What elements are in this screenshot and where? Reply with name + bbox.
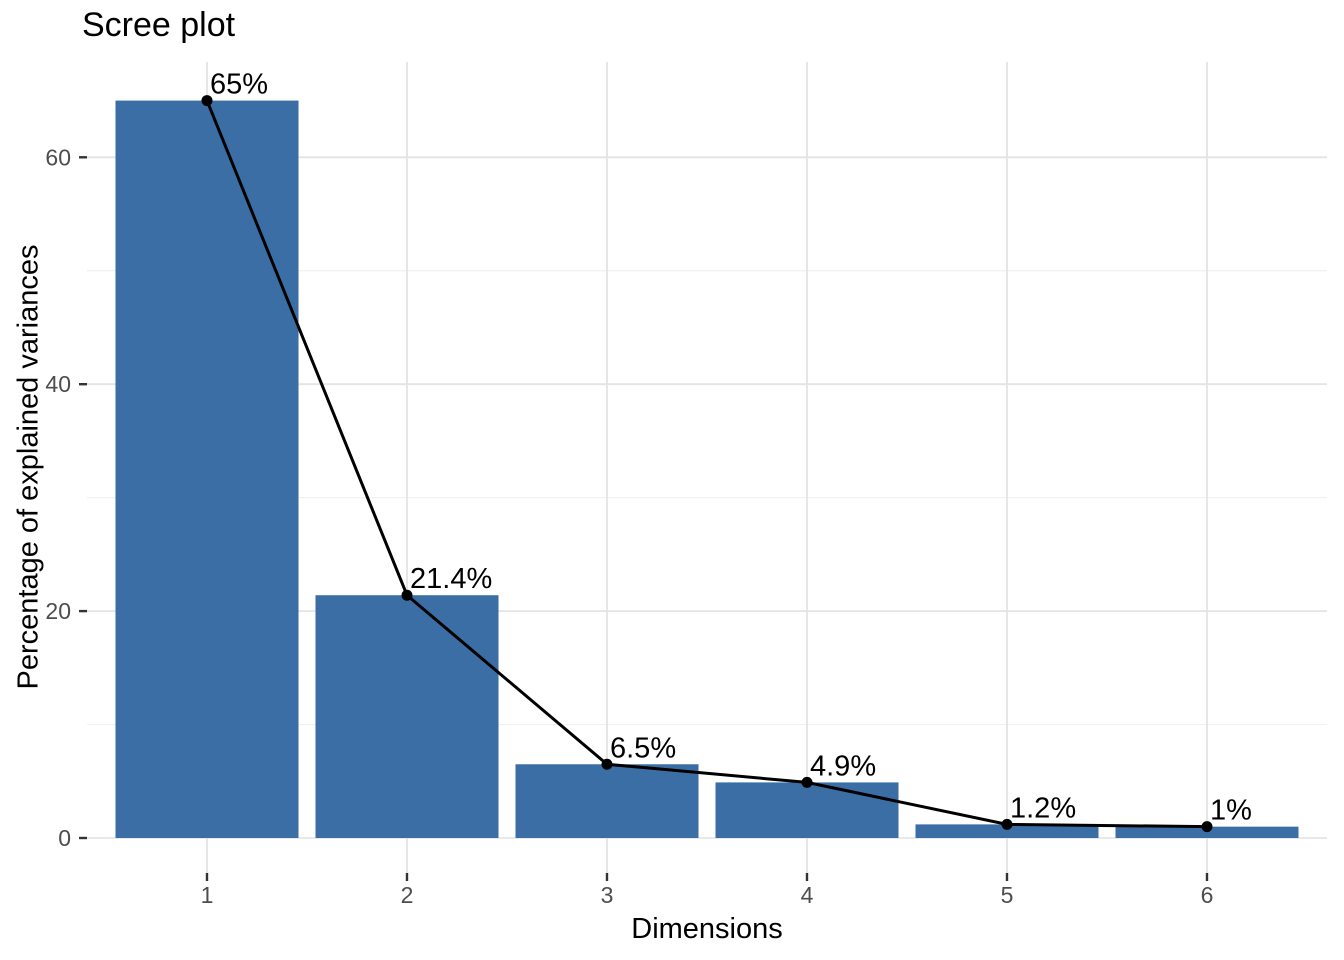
y-tick-label: 20 xyxy=(45,598,71,624)
data-label: 1.2% xyxy=(1010,792,1076,824)
plot-title: Scree plot xyxy=(82,6,236,44)
data-label: 6.5% xyxy=(610,732,676,764)
bar xyxy=(1115,826,1299,838)
x-tick-label: 6 xyxy=(1201,882,1214,908)
data-point xyxy=(1201,821,1213,833)
bar xyxy=(915,824,1099,838)
y-tick-label: 40 xyxy=(45,371,71,397)
x-tick-label: 2 xyxy=(401,882,414,908)
data-point xyxy=(401,589,413,601)
data-point xyxy=(601,758,613,770)
x-tick-label: 3 xyxy=(601,882,614,908)
scree-line xyxy=(205,100,1208,829)
y-tick-label: 0 xyxy=(58,825,71,851)
bar xyxy=(115,100,299,838)
data-label: 4.9% xyxy=(810,750,876,782)
data-point xyxy=(1001,818,1013,830)
data-point xyxy=(201,95,213,107)
bar xyxy=(715,782,899,838)
x-tick-label: 5 xyxy=(1001,882,1014,908)
data-label: 21.4% xyxy=(410,563,492,595)
data-label: 65% xyxy=(210,69,268,101)
y-axis-title: Percentage of explained variances xyxy=(12,244,45,690)
bar xyxy=(515,764,699,838)
data-point xyxy=(801,776,813,788)
y-tick-label: 60 xyxy=(45,144,71,170)
x-tick-label: 1 xyxy=(201,882,214,908)
x-tick-label: 4 xyxy=(801,882,814,908)
bar xyxy=(315,595,499,838)
data-label: 1% xyxy=(1210,795,1252,827)
x-axis-title: Dimensions xyxy=(631,913,783,945)
